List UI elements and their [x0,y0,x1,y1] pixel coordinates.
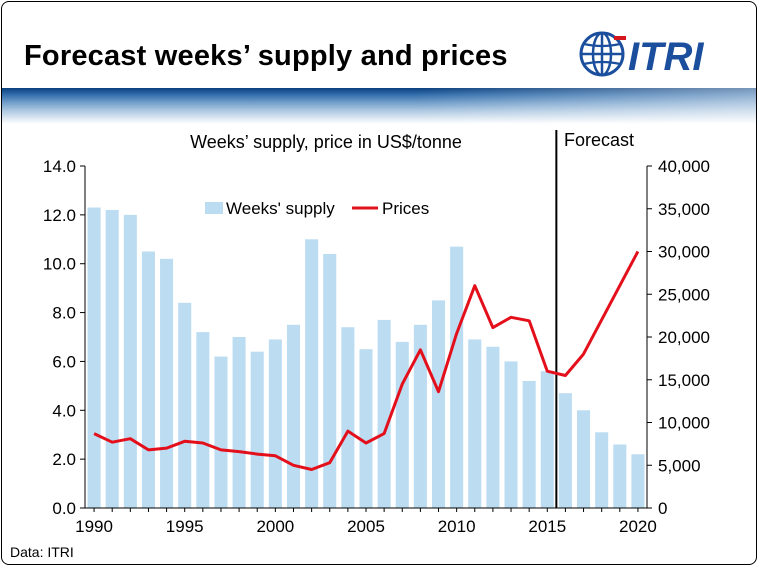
bar [178,302,192,508]
bar [87,207,101,508]
y-right-tick-label: 20,000 [658,328,710,347]
bar [613,444,627,508]
page-title: Forecast weeks’ supply and prices [24,40,508,72]
y-left-tick-label: 12.0 [43,206,76,225]
legend-label-bars: Weeks' supply [226,199,335,218]
bar [468,339,482,508]
bar [232,337,246,508]
bar [268,339,282,508]
y-right-tick-label: 15,000 [658,371,710,390]
bar [540,371,554,508]
y-right-tick-label: 40,000 [658,157,710,176]
axis-caption: Weeks’ supply, price in US$/tonne [190,132,462,152]
y-right-tick-label: 30,000 [658,243,710,262]
x-tick-label: 2010 [438,517,476,536]
bar [286,324,301,508]
bar [359,349,373,508]
y-left-tick-label: 10.0 [43,255,76,274]
bar [196,332,210,508]
y-left-tick-label: 8.0 [52,304,76,323]
bar [250,351,264,508]
y-right-tick-label: 0 [658,499,667,518]
chart: Weeks’ supply, price in US$/tonne Forecas… [43,130,710,536]
bar [522,380,536,508]
legend-swatch-bars [205,202,223,214]
y-right-tick-label: 10,000 [658,414,710,433]
bar [431,300,446,508]
x-tick-label: 2000 [256,517,294,536]
bar [323,253,337,508]
x-tick-label: 2005 [347,517,385,536]
y-left-tick-label: 14.0 [43,157,76,176]
bar [631,454,645,508]
y-left-tick-label: 2.0 [52,450,76,469]
bar [141,251,155,508]
bar [377,319,391,508]
y-right-tick-label: 25,000 [658,285,710,304]
y-right-tick-label: 5,000 [658,456,701,475]
price-line [93,250,640,471]
bar [123,214,137,508]
bar [595,432,609,508]
bar [486,346,500,508]
bar [305,239,319,509]
x-tick-label: 2015 [528,517,566,536]
bar [395,341,409,508]
x-tick-label: 2020 [619,517,657,536]
y-right-tick-label: 35,000 [658,200,710,219]
bar [558,393,572,508]
legend-label-line: Prices [382,199,429,218]
bar [105,209,119,508]
bar [577,410,591,508]
y-left-tick-label: 0.0 [52,499,76,518]
globe-icon [579,31,625,77]
bar [504,361,518,508]
x-tick-label: 1995 [166,517,204,536]
itri-logo: ITRI [579,31,704,79]
bar [214,356,228,508]
forecast-label: Forecast [564,130,634,150]
y-left-tick-label: 6.0 [52,352,76,371]
y-left-tick-label: 4.0 [52,401,76,420]
source-note: Data: ITRI [10,544,74,560]
bar [413,324,427,508]
logo-text: ITRI [628,35,704,79]
x-tick-label: 1990 [75,517,113,536]
header-band [2,88,756,124]
bar [160,258,174,508]
bar [450,246,464,508]
bar [341,327,355,508]
